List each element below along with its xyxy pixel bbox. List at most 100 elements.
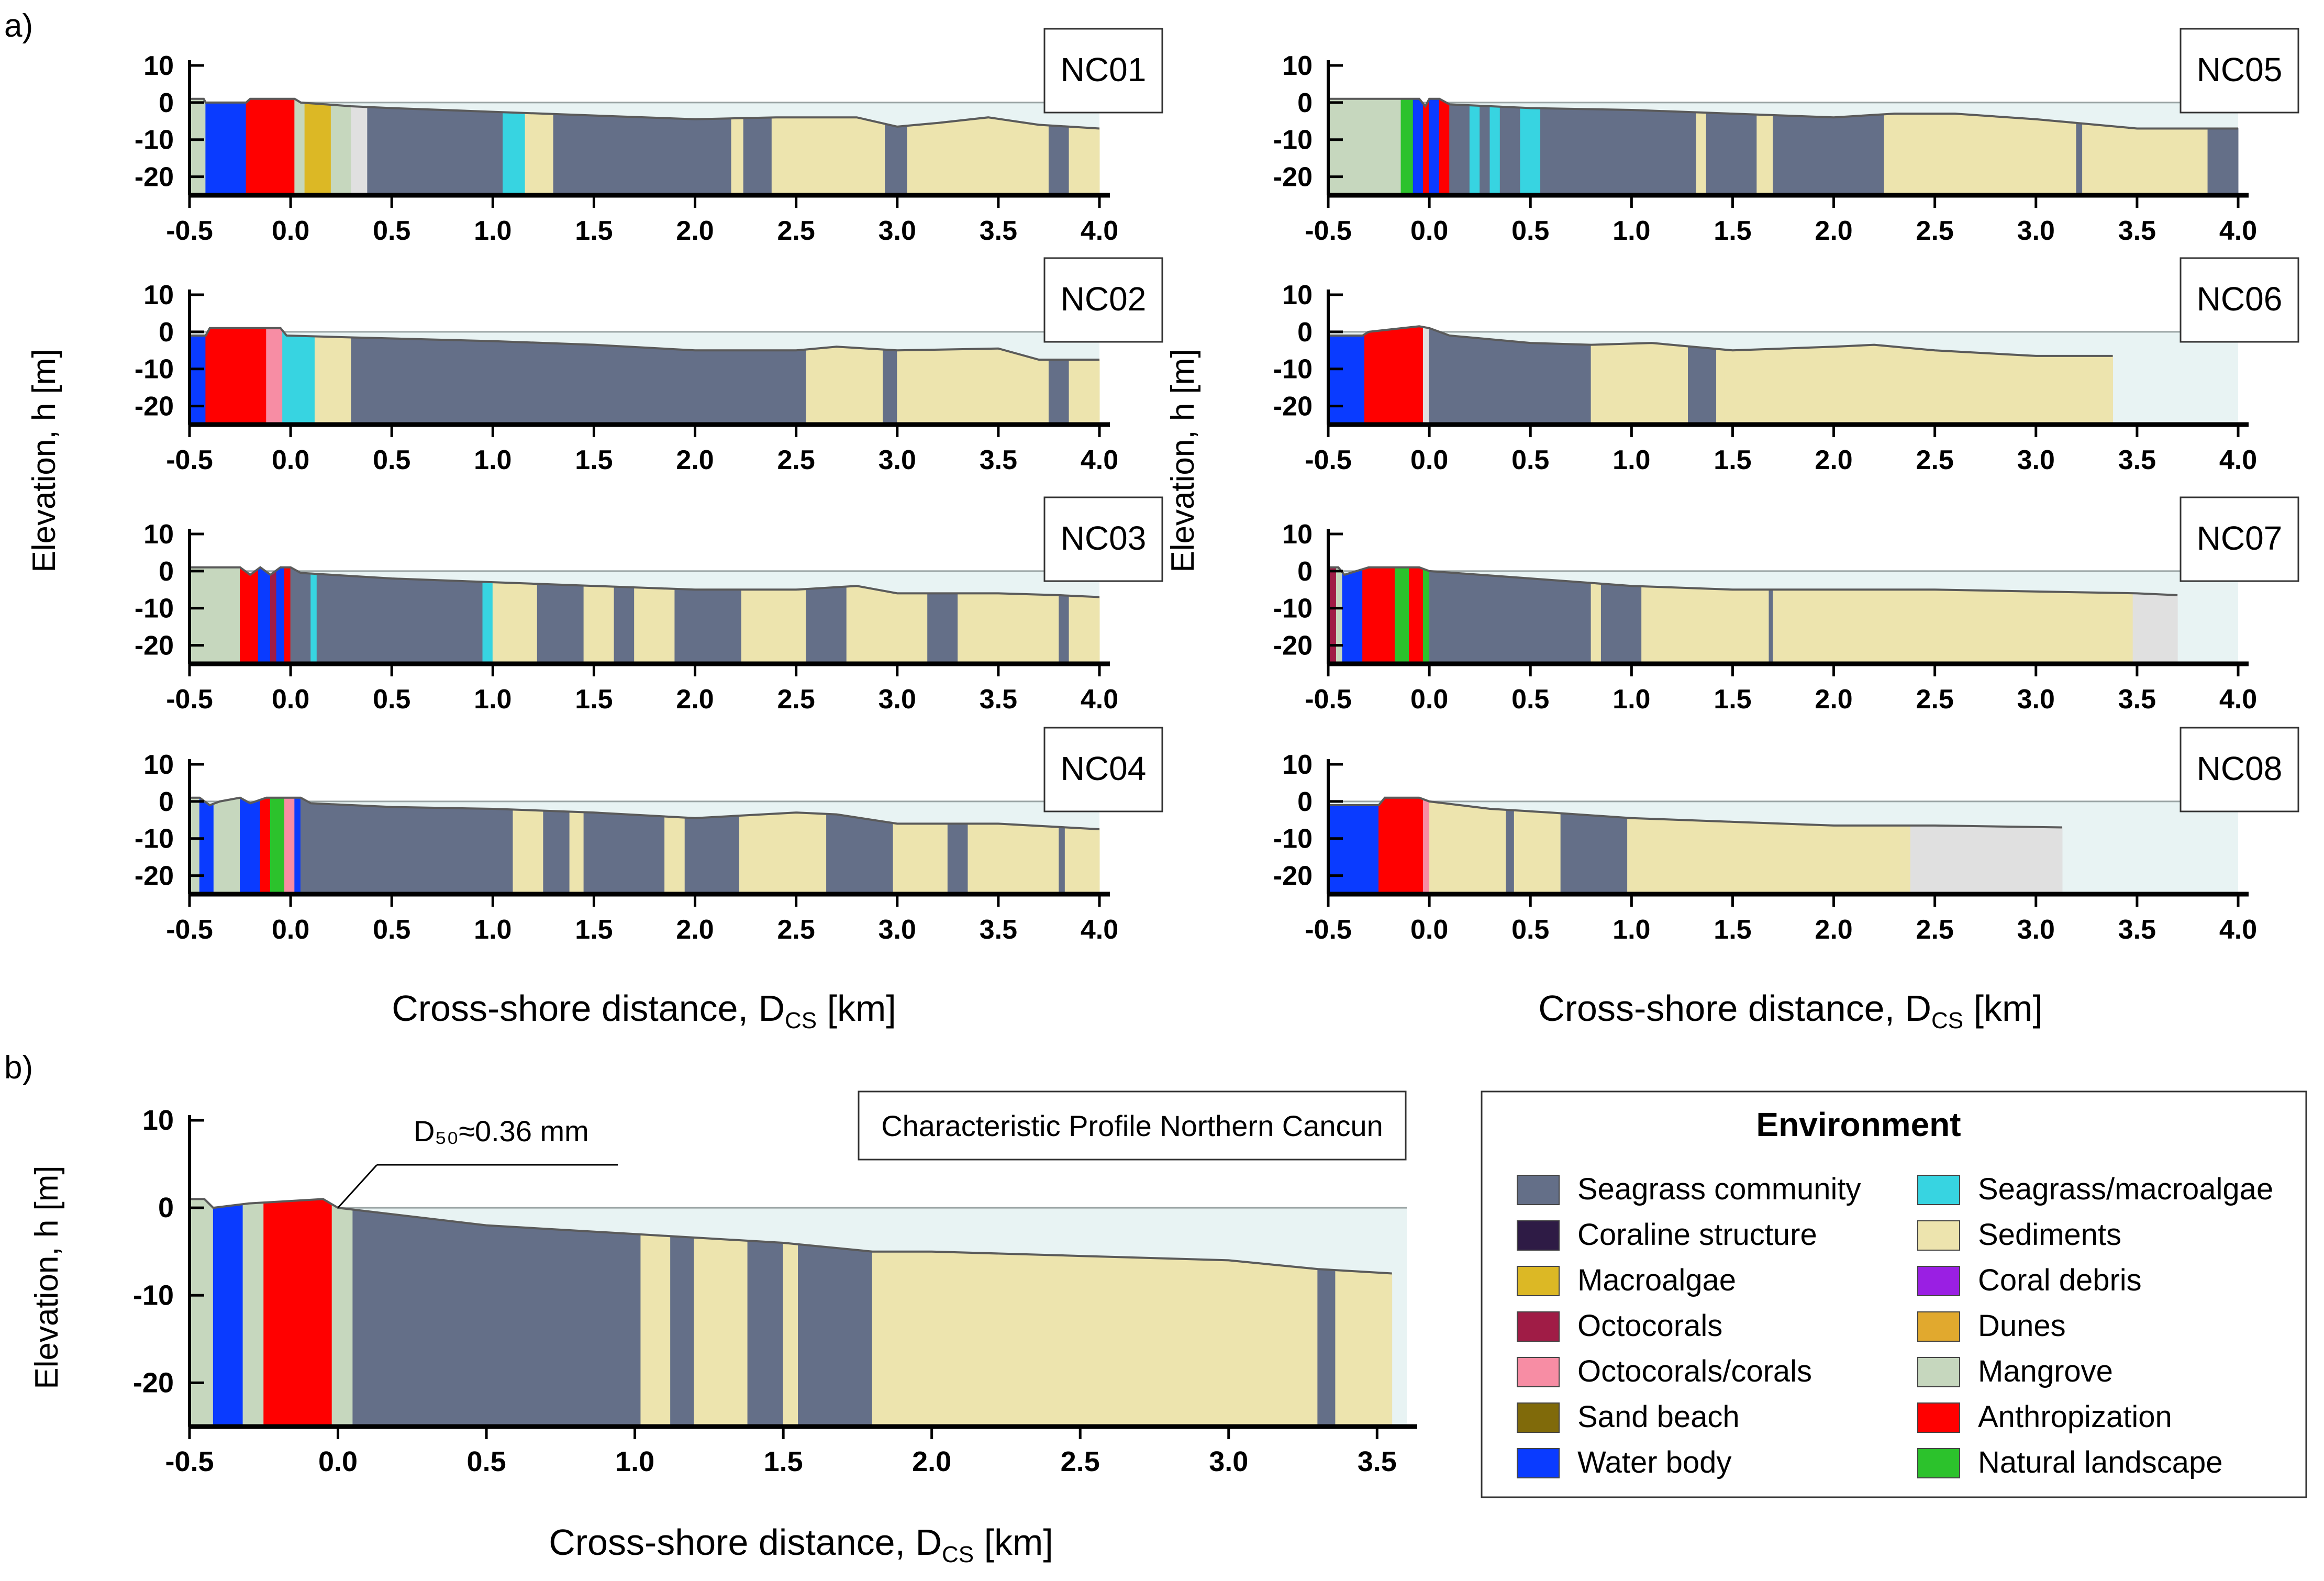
x-tick-label: 2.5 bbox=[1916, 445, 1954, 475]
x-tick-label: 0.5 bbox=[373, 684, 410, 715]
legend-item-label: Anthropization bbox=[1978, 1400, 2172, 1434]
habitat-segment-anthropization bbox=[1378, 797, 1424, 895]
y-tick-label: 0 bbox=[1297, 787, 1313, 817]
habitat-segment-anthropization bbox=[1439, 98, 1450, 196]
habitat-segment-octocorals_corals bbox=[266, 328, 283, 425]
profile-chart-nc01: 10 0 -10 -20 -0.5 0.0 0.5 1.0 1.5 2.0 2.5 3.0 3.5 4.0… bbox=[135, 28, 1163, 246]
x-tick-label: 0.0 bbox=[272, 445, 309, 475]
x-tick-label: 0.5 bbox=[373, 445, 410, 475]
legend-item-label: Dunes bbox=[1978, 1309, 2066, 1343]
x-tick-label: 1.0 bbox=[615, 1446, 654, 1477]
habitat-segment-seagrass bbox=[352, 1209, 641, 1427]
chart-title: NC06 bbox=[2197, 280, 2283, 318]
profile-chart-nc03: 10 0 -10 -20 -0.5 0.0 0.5 1.0 1.5 2.0 2.5 3.0 3.5 4.0… bbox=[135, 496, 1163, 715]
x-tick-label: 1.5 bbox=[575, 684, 613, 715]
habitat-segment-seagrass bbox=[316, 573, 483, 664]
habitat-segment-sediments bbox=[896, 1251, 1318, 1427]
y-tick-label: -10 bbox=[135, 594, 174, 624]
x-tick-label: 2.0 bbox=[676, 915, 714, 945]
habitat-segment-seagrass bbox=[2076, 123, 2083, 196]
x-tick-label: 2.0 bbox=[1815, 915, 1852, 945]
x-tick-label: 1.5 bbox=[1714, 915, 1751, 945]
habitat-segment-anthropization bbox=[1423, 98, 1430, 196]
habitat-segment-anthropization bbox=[240, 566, 259, 664]
habitat-segment-mangrove bbox=[1328, 98, 1402, 196]
x-tick-label: 0.0 bbox=[318, 1446, 358, 1477]
x-tick-label: 0.5 bbox=[467, 1446, 506, 1477]
habitat-segment-sediments bbox=[1894, 113, 2077, 196]
habitat-segment-seagrass bbox=[670, 1235, 695, 1427]
legend-item-label: Sand beach bbox=[1577, 1400, 1740, 1434]
habitat-segment-water bbox=[1413, 98, 1424, 196]
x-tick-label: 0.0 bbox=[272, 216, 309, 246]
legend-frame bbox=[1481, 1090, 2307, 1498]
chart-title-box bbox=[2180, 727, 2299, 812]
profile-chart-nc04: 10 0 -10 -20 -0.5 0.0 0.5 1.0 1.5 2.0 2.5 3.0 3.5 4.0… bbox=[135, 727, 1163, 945]
x-tick-label: 3.0 bbox=[2017, 684, 2055, 715]
y-tick-label: -20 bbox=[1273, 162, 1313, 193]
legend-swatch-octocorals bbox=[1517, 1311, 1560, 1342]
x-tick-label: -0.5 bbox=[1305, 216, 1352, 246]
habitat-segment-seagrass bbox=[1706, 112, 1758, 196]
habitat-segment-natural bbox=[1423, 568, 1430, 664]
chart-title: NC08 bbox=[2197, 750, 2283, 787]
habitat-segment-sediments bbox=[893, 822, 948, 895]
habitat-segment-seagrass bbox=[1687, 346, 1717, 425]
legend-item-label: Natural landscape bbox=[1978, 1445, 2223, 1479]
x-tick-label: 0.5 bbox=[1511, 216, 1549, 246]
legend-swatch-seagrass_macroalgae bbox=[1917, 1175, 1960, 1205]
habitat-segment-sediments bbox=[513, 809, 544, 895]
habitat-segment-mangrove bbox=[189, 567, 241, 664]
legend-item-label: Water body bbox=[1577, 1445, 1731, 1479]
y-tick-label: 10 bbox=[143, 519, 174, 550]
habitat-segment-anthropization bbox=[1362, 567, 1395, 664]
x-tick-label: 2.0 bbox=[1815, 445, 1852, 475]
habitat-segment-mangrove bbox=[189, 1198, 214, 1427]
chart-title-box bbox=[1043, 496, 1163, 582]
chart-title-box bbox=[1043, 257, 1163, 343]
x-tick-label: 1.5 bbox=[575, 445, 613, 475]
x-tick-label: 1.0 bbox=[474, 915, 511, 945]
habitat-segment-seagrass bbox=[537, 583, 584, 664]
x-tick-label: 3.5 bbox=[2118, 684, 2156, 715]
habitat-segment-water bbox=[240, 797, 261, 895]
x-tick-label: 4.0 bbox=[2219, 684, 2257, 715]
habitat-segment-sediments bbox=[1335, 1270, 1393, 1427]
habitat-segment-seagrass_macroalgae bbox=[1469, 105, 1481, 196]
habitat-segment-sediments bbox=[1069, 595, 1100, 664]
habitat-segment-seagrass bbox=[1600, 583, 1642, 664]
habitat-segment-sediments bbox=[1591, 582, 1602, 664]
habitat-segment-sediments bbox=[783, 1242, 798, 1427]
habitat-segment-sediments bbox=[741, 588, 807, 664]
chart-title-box bbox=[1043, 28, 1163, 114]
x-tick-label: 1.5 bbox=[1714, 216, 1751, 246]
legend-item-label: Mangrove bbox=[1978, 1354, 2113, 1388]
habitat-segment-seagrass bbox=[1449, 104, 1470, 196]
y-tick-label: 0 bbox=[1297, 556, 1313, 587]
habitat-segment-seagrass bbox=[2207, 128, 2239, 196]
habitat-segment-anthropization bbox=[205, 328, 267, 425]
x-tick-label: 0.5 bbox=[1511, 684, 1549, 715]
habitat-segment-sediments bbox=[1591, 342, 1688, 425]
x-axis-label-main: Cross-shore distance, D bbox=[549, 1522, 942, 1563]
habitat-segment-seagrass bbox=[883, 349, 898, 425]
habitat-segment-seagrass bbox=[614, 586, 635, 664]
habitat-segment-seagrass_macroalgae bbox=[503, 112, 526, 196]
profile-surface-line bbox=[190, 796, 1100, 830]
x-tick-label: 0.5 bbox=[373, 216, 410, 246]
x-tick-label: 1.0 bbox=[474, 684, 511, 715]
habitat-segment-water bbox=[1328, 333, 1365, 425]
x-tick-label: 2.0 bbox=[676, 684, 714, 715]
x-tick-label: 3.5 bbox=[2118, 445, 2156, 475]
panel-a-label: a) bbox=[4, 8, 33, 44]
habitat-segment-sediments bbox=[314, 336, 352, 425]
x-tick-label: 3.0 bbox=[2017, 216, 2055, 246]
legend-item-label: Sediments bbox=[1978, 1218, 2121, 1252]
x-tick-label: 0.0 bbox=[1410, 915, 1448, 945]
habitat-segment-sediments bbox=[694, 1237, 748, 1427]
habitat-segment-sediments bbox=[525, 113, 554, 196]
habitat-segment-seagrass_macroalgae bbox=[310, 573, 317, 664]
habitat-segment-seagrass bbox=[1540, 108, 1697, 196]
profile-surface-line bbox=[190, 1198, 1392, 1275]
